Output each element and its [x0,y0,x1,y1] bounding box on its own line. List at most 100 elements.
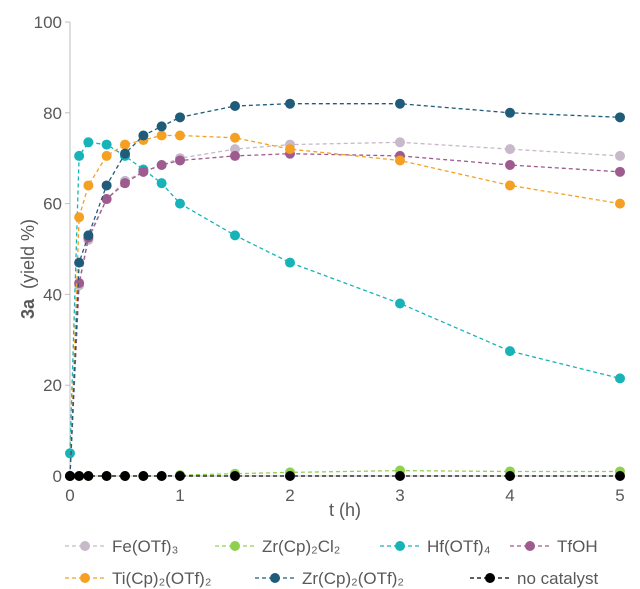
y-tick-label: 80 [43,104,62,123]
series-1 [65,465,625,481]
legend-marker [525,541,535,551]
y-axis-title-bold: 3a [18,298,38,319]
legend-label: Fe(OTf)₃ [112,537,178,556]
data-point [230,471,240,481]
series-line [69,103,621,477]
series-3 [65,148,625,481]
series-layer [65,98,625,481]
x-axis-title: t (h) [329,500,361,520]
legend-label: no catalyst [517,569,599,588]
data-point [285,144,295,155]
series-2 [65,137,625,459]
data-point [395,98,405,109]
legend-item: TfOH [510,537,598,556]
series-line [69,141,621,477]
legend-label: Zr(Cp)₂Cl₂ [262,537,340,556]
x-tick-label: 0 [65,486,74,505]
data-point [156,160,167,171]
data-point [156,121,167,132]
legend-marker [80,573,90,583]
legend-marker [395,541,405,551]
data-point [395,471,405,481]
y-axis-title: 3a (yield %) [18,219,38,319]
data-point [120,139,130,150]
legend-item: Fe(OTf)₃ [65,537,178,556]
data-point [156,178,167,189]
legend: Fe(OTf)₃ Zr(Cp)₂Cl₂ Hf(OTf)₄ TfOH Ti(Cp)₂(OT… [65,537,599,588]
y-axis-title-rest: (yield %) [18,219,38,289]
legend-item: no catalyst [470,569,599,588]
x-tick-label: 1 [175,486,184,505]
series-line [69,134,621,477]
legend-item: Hf(OTf)₄ [380,537,491,556]
data-point [395,137,405,148]
y-tick-label: 20 [43,376,62,395]
legend-label: Zr(Cp)₂(OTf)₂ [302,569,404,588]
data-point [395,155,405,166]
data-point [285,471,295,481]
data-point [101,150,112,161]
data-point [101,180,112,191]
axes: 0 20 40 60 80 100 0 1 2 3 4 5 t (h) 3a (yield %) [18,13,625,520]
data-point [74,212,85,223]
data-point [83,230,94,241]
data-point [138,166,149,177]
series-line [69,141,621,454]
data-point [138,471,149,481]
series-0 [65,137,625,481]
data-point [120,471,130,481]
series-4 [65,130,625,481]
legend-item: Zr(Cp)₂Cl₂ [215,537,340,556]
data-point [615,166,625,177]
data-point [175,471,185,481]
data-point [230,132,240,143]
data-point [285,257,295,268]
data-point [230,100,240,111]
x-tick-label: 3 [395,486,404,505]
data-point [505,180,515,191]
data-point [615,112,625,123]
data-point [101,139,112,150]
series-6 [65,471,625,481]
data-point [101,471,112,481]
data-point [395,298,405,309]
data-point [285,98,295,109]
data-point [175,130,185,141]
y-tick-label: 60 [43,195,62,214]
data-point [74,150,85,161]
legend-label: TfOH [557,537,598,556]
data-point [65,448,75,459]
data-point [230,230,240,241]
data-point [83,180,94,191]
y-tick-label: 0 [53,467,62,486]
legend-label: Ti(Cp)₂(OTf)₂ [112,569,211,588]
data-point [505,160,515,171]
data-point [505,144,515,155]
data-point [175,112,185,123]
data-point [120,178,130,189]
legend-marker [80,541,90,551]
data-point [101,194,112,205]
x-tick-label: 4 [505,486,514,505]
series-line [70,469,620,477]
data-point [505,471,515,481]
legend-marker [270,573,280,583]
data-point [156,471,167,481]
legend-item: Ti(Cp)₂(OTf)₂ [65,569,211,588]
data-point [230,150,240,161]
legend-marker [230,541,240,551]
data-point [65,471,75,481]
data-point [74,257,85,268]
data-point [175,198,185,209]
data-point [175,155,185,166]
data-point [615,373,625,384]
data-point [156,130,167,141]
data-point [83,137,94,148]
legend-item: Zr(Cp)₂(OTf)₂ [255,569,404,588]
data-point [83,471,94,481]
data-point [615,150,625,161]
data-point [74,471,85,481]
y-tick-label: 40 [43,285,62,304]
x-tick-label: 5 [615,486,624,505]
series-5 [65,98,625,481]
